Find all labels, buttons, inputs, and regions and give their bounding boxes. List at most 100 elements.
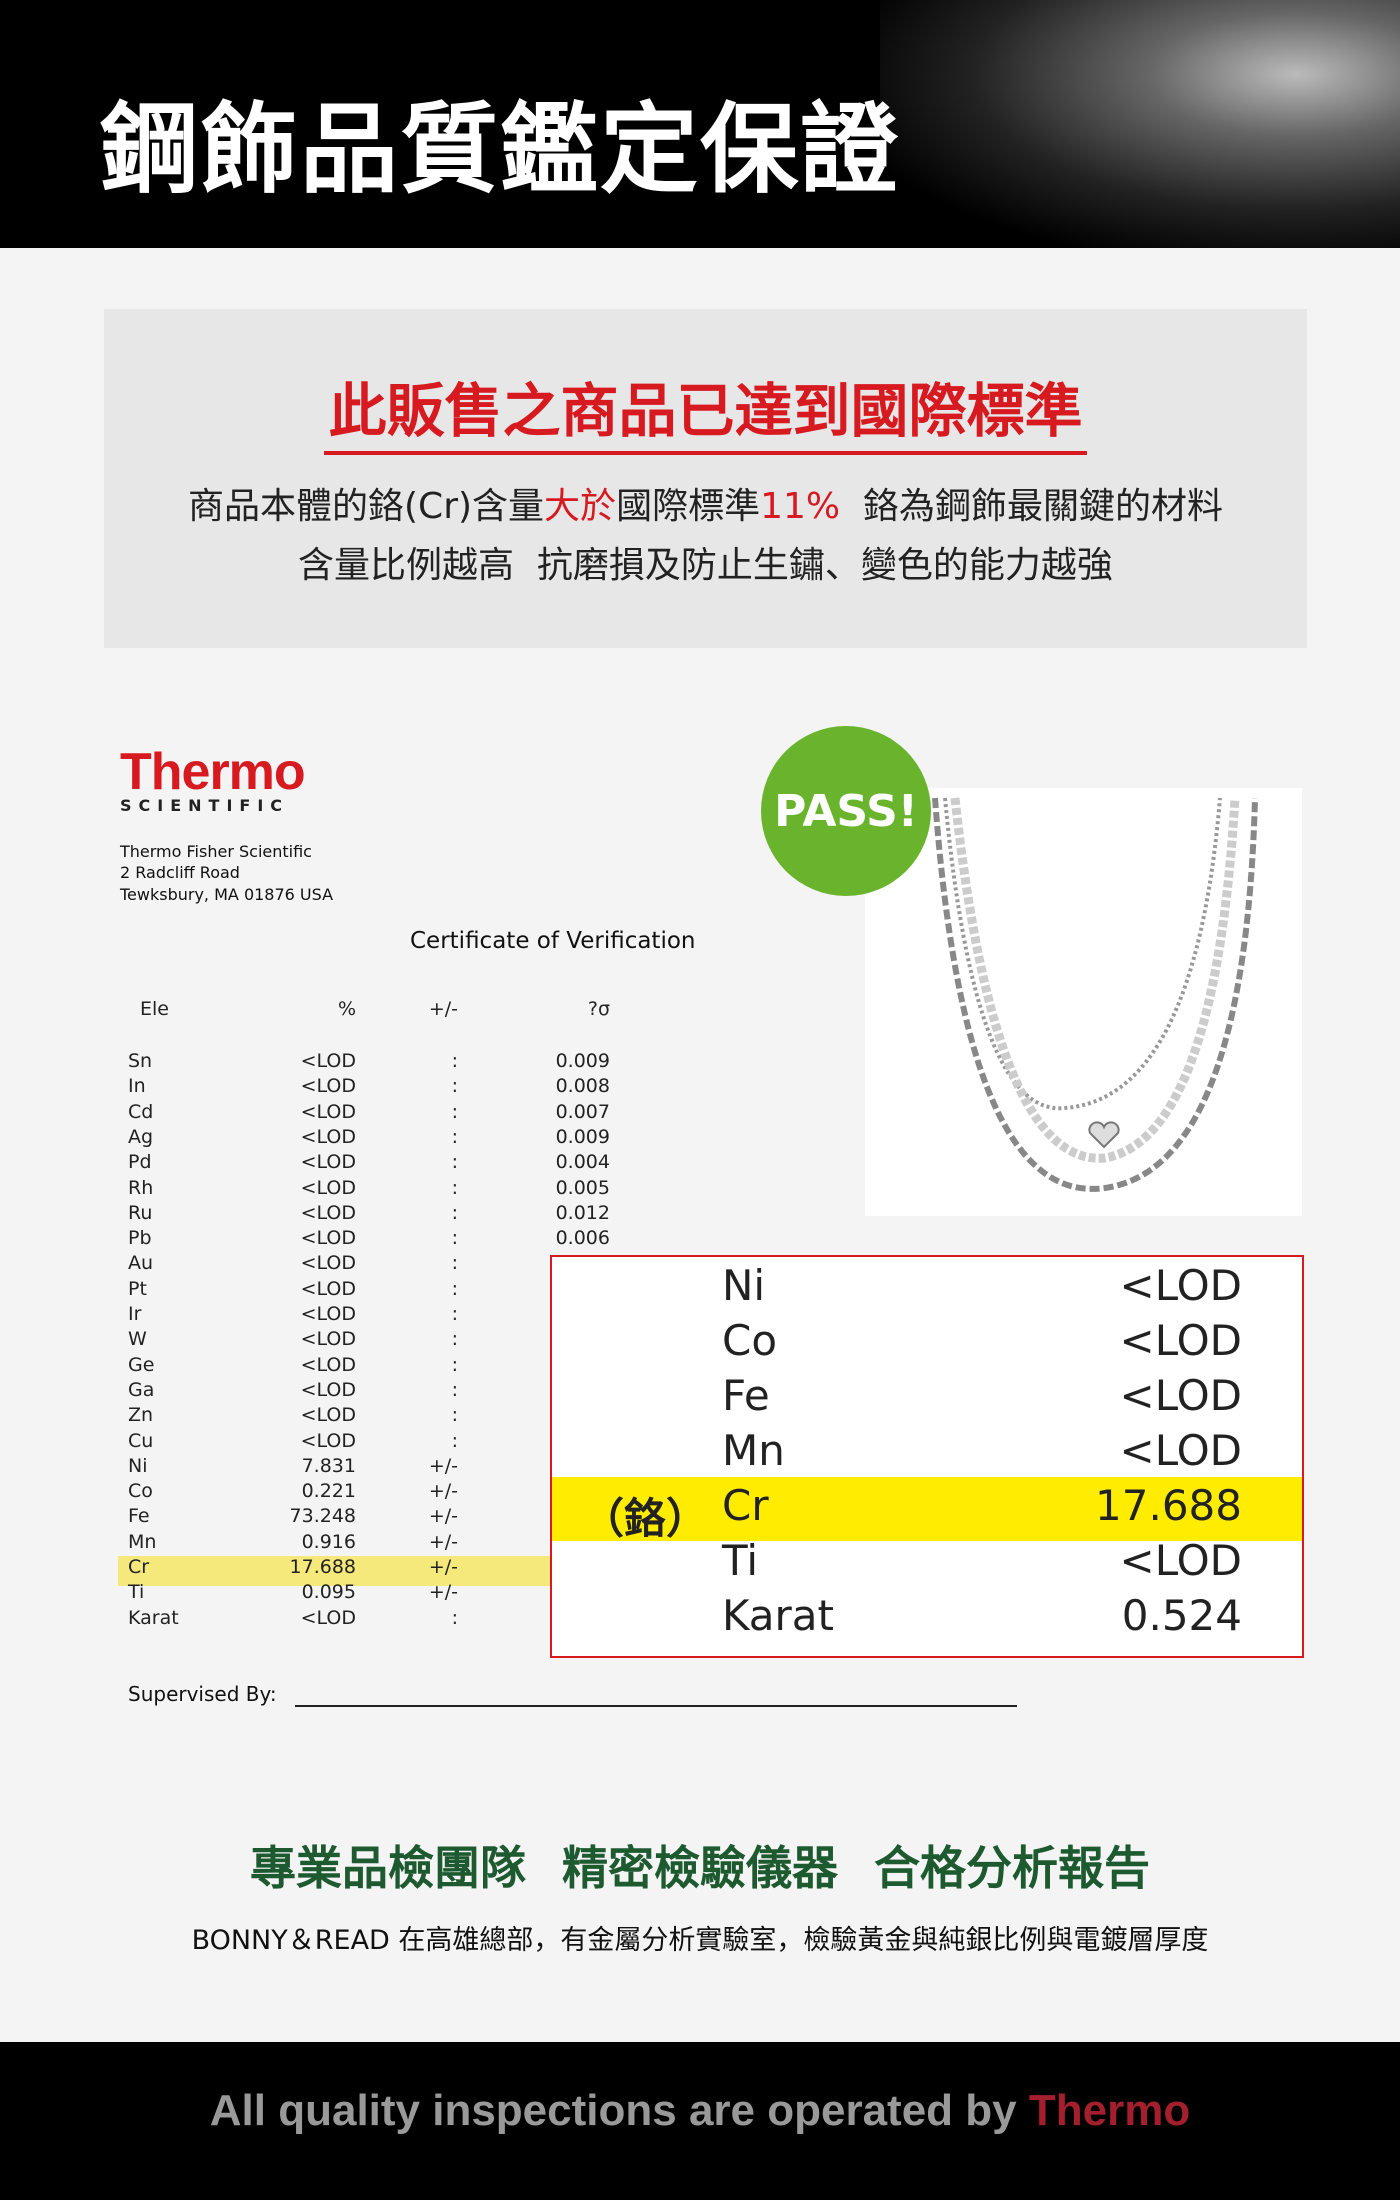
table-cell: Cd — [128, 1100, 154, 1123]
table-cell: 0.007 — [555, 1100, 610, 1123]
table-cell: Karat — [128, 1606, 179, 1629]
table-cell: : — [451, 1378, 458, 1401]
table-cell: : — [451, 1303, 458, 1325]
table-cell: 17.688 — [289, 1556, 356, 1578]
table-cell: 0.009 — [555, 1125, 610, 1148]
table-cell: : — [451, 1201, 458, 1224]
zoom-element: Fe — [722, 1371, 770, 1420]
table-cell: : — [451, 1328, 458, 1351]
zoom-value: <LOD — [1119, 1536, 1243, 1585]
text-emph: 11% — [760, 486, 841, 527]
pass-badge: PASS! — [761, 726, 931, 896]
table-cell: +/- — [428, 1530, 458, 1553]
logo-text: Thermo — [120, 743, 306, 801]
header-banner: 鋼飾品質鑑定保證 — [0, 0, 1400, 248]
necklace-illustration — [932, 797, 1258, 1192]
table-cell: Ag — [128, 1125, 154, 1148]
table-cell: Zn — [128, 1404, 154, 1427]
table-cell: 0.009 — [555, 1050, 610, 1072]
table-cell: +/- — [428, 1556, 458, 1578]
table-cell: <LOD — [300, 1151, 356, 1174]
chromium-label: （鉻） — [582, 1494, 709, 1543]
table-cell: +/- — [428, 1505, 458, 1528]
table-cell: : — [451, 1176, 458, 1199]
table-cell: <LOD — [300, 1125, 356, 1148]
zoom-element: Cr — [722, 1481, 769, 1530]
table-cell: <LOD — [300, 1050, 356, 1072]
table-cell: Rh — [128, 1176, 154, 1199]
table-cell: 0.004 — [555, 1151, 610, 1174]
table-cell: <LOD — [300, 1606, 356, 1629]
table-cell: W — [128, 1328, 147, 1351]
address-line: 2 Radcliff Road — [120, 863, 240, 882]
table-cell: 0.095 — [301, 1581, 356, 1604]
header-photo — [880, 0, 1400, 248]
table-cell: <LOD — [300, 1404, 356, 1427]
cr-highlight — [552, 1477, 1302, 1541]
supervised-label: Supervised By: — [128, 1682, 277, 1706]
table-cell: <LOD — [300, 1075, 356, 1098]
zoom-element: Mn — [722, 1426, 785, 1475]
table-cell: <LOD — [300, 1378, 356, 1401]
table-cell: : — [451, 1050, 458, 1072]
table-cell: 0.005 — [555, 1176, 610, 1199]
footer-caption: All quality inspections are operated by — [209, 2086, 1029, 2135]
table-cell: 7.831 — [301, 1454, 356, 1477]
features-subtext: BONNY＆READ 在高雄總部，有金屬分析實驗室，檢驗黃金與純銀比例與電鍍層厚… — [191, 1925, 1209, 1956]
address-line: Thermo Fisher Scientific — [120, 842, 312, 861]
footer-text: All quality inspections are operated by … — [0, 2086, 1400, 2136]
table-cell: Cu — [128, 1429, 154, 1452]
table-cell: 0.006 — [555, 1227, 610, 1250]
table-cell: 0.012 — [555, 1201, 610, 1224]
necklace-image — [865, 788, 1302, 1216]
standard-notice: 此販售之商品已達到國際標準 商品本體的鉻(Cr)含量大於國際標準11% 鉻為鋼飾… — [104, 309, 1307, 648]
table-cell: Co — [128, 1480, 153, 1503]
zoom-value: 17.688 — [1095, 1481, 1242, 1530]
table-cell: : — [451, 1227, 458, 1250]
table-cell: <LOD — [300, 1429, 356, 1452]
table-cell: +/- — [428, 1480, 458, 1503]
table-cell: Cr — [128, 1556, 150, 1578]
table-cell: +/- — [428, 1454, 458, 1477]
table-cell: <LOD — [300, 1252, 356, 1275]
zoom-value: <LOD — [1119, 1426, 1243, 1475]
table-cell: 73.248 — [289, 1505, 356, 1528]
logo-sub: SCIENTIFIC — [120, 796, 290, 815]
text-emph: 大於 — [544, 486, 617, 527]
cr-row-highlight — [118, 1556, 550, 1586]
table-cell: Mn — [128, 1530, 157, 1553]
zoom-value: <LOD — [1119, 1371, 1243, 1420]
table-cell: 0.916 — [301, 1530, 356, 1553]
table-cell: : — [451, 1125, 458, 1148]
table-cell: Ge — [128, 1353, 155, 1376]
zoom-element: Karat — [722, 1591, 835, 1640]
table-cell: Au — [128, 1252, 154, 1275]
table-cell: : — [451, 1404, 458, 1427]
table-cell: Sn — [128, 1050, 153, 1072]
table-cell: Pd — [128, 1151, 152, 1174]
zoom-value: <LOD — [1119, 1316, 1243, 1365]
chromium-zoom-box: （鉻） Ni <LOD Co <LOD Fe <LOD Mn <LOD Cr 17.688 Ti <L… — [550, 1255, 1304, 1658]
table-cell: : — [451, 1606, 458, 1629]
table-cell: Ti — [128, 1581, 145, 1604]
table-cell: Ni — [128, 1454, 148, 1477]
features-heading: 專業品檢團隊 精密檢驗儀器 合格分析報告 — [249, 1841, 1151, 1895]
address-line: Tewksbury, MA 01876 USA — [120, 885, 334, 904]
footer-brand: Thermo — [1028, 2086, 1191, 2135]
table-cell: +/- — [428, 1581, 458, 1604]
table-cell: <LOD — [300, 1277, 356, 1300]
table-cell: : — [451, 1429, 458, 1452]
notice-line-2: 含量比例越高 抗磨損及防止生鏽、變色的能力越強 — [298, 545, 1113, 586]
table-cell: Ru — [128, 1201, 153, 1224]
zoom-element: Ni — [722, 1261, 766, 1310]
table-cell: : — [451, 1353, 458, 1376]
table-header: ?σ — [587, 998, 610, 1020]
table-cell: : — [451, 1151, 458, 1174]
table-cell: <LOD — [300, 1176, 356, 1199]
zoom-element: Ti — [722, 1536, 759, 1585]
notice-line-1: 商品本體的鉻(Cr)含量大於國際標準11% 鉻為鋼飾最關鍵的材料 — [104, 477, 1307, 529]
table-header: Ele — [140, 998, 169, 1020]
zoom-element: Co — [722, 1316, 778, 1365]
table-cell: <LOD — [300, 1328, 356, 1351]
table-header: +/- — [428, 998, 458, 1020]
